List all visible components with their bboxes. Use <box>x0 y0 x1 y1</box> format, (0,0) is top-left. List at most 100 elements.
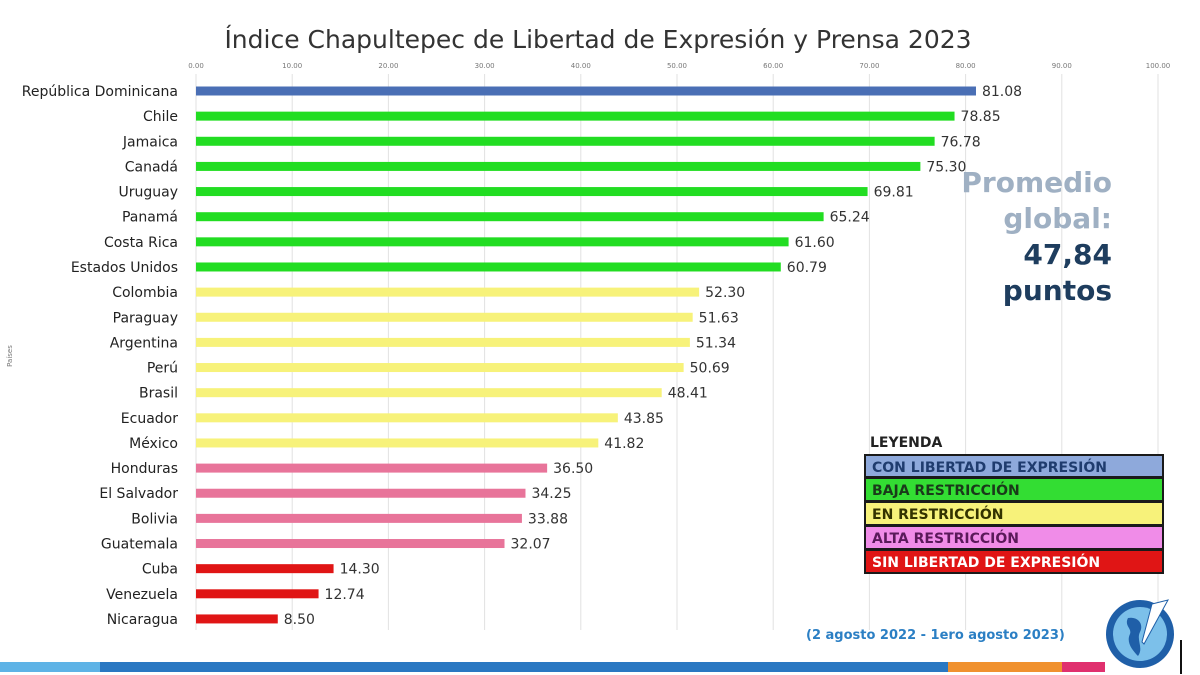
legend-item: EN RESTRICCIÓN <box>864 502 1164 526</box>
bar <box>196 488 526 498</box>
sip-logo <box>1106 599 1174 668</box>
value-label: 8.50 <box>284 612 315 628</box>
bar <box>196 262 781 272</box>
bottom-bar-segment <box>1062 662 1105 672</box>
x-tick-label: 70.00 <box>859 62 879 70</box>
category-label: Honduras <box>111 461 178 477</box>
category-label: Perú <box>147 361 178 377</box>
category-label: Venezuela <box>106 587 178 603</box>
value-label: 48.41 <box>668 386 708 402</box>
chart-title: Índice Chapultepec de Libertad de Expres… <box>224 25 971 54</box>
value-label: 52.30 <box>705 285 745 301</box>
global-average: Promedio global: 47,84 puntos <box>961 165 1112 309</box>
bar <box>196 187 868 197</box>
category-label: México <box>129 436 178 452</box>
value-label: 43.85 <box>624 411 664 427</box>
category-label: Jamaica <box>122 134 178 150</box>
edge-mark <box>1180 640 1182 674</box>
value-label: 51.34 <box>696 335 736 351</box>
category-label: Brasil <box>139 386 178 402</box>
value-label: 33.88 <box>528 511 568 527</box>
average-label-line2: global: <box>1003 202 1112 235</box>
bar <box>196 237 789 247</box>
bar <box>196 564 334 574</box>
value-label: 76.78 <box>941 134 981 150</box>
value-label: 60.79 <box>787 260 827 276</box>
category-label: Estados Unidos <box>71 260 178 276</box>
x-tick-label: 60.00 <box>763 62 783 70</box>
bar <box>196 388 662 398</box>
legend-item: CON LIBERTAD DE EXPRESIÓN <box>864 454 1164 478</box>
bar <box>196 312 693 322</box>
category-label: Panamá <box>122 210 178 226</box>
bar <box>196 438 599 448</box>
category-label: Costa Rica <box>104 235 178 251</box>
category-label: Colombia <box>112 285 178 301</box>
legend: LEYENDA CON LIBERTAD DE EXPRESIÓN BAJA RE… <box>864 432 1164 574</box>
period-note: (2 agosto 2022 - 1ero agosto 2023) <box>806 628 1065 643</box>
value-label: 32.07 <box>511 537 551 553</box>
x-tick-label: 80.00 <box>956 62 976 70</box>
category-label: Canadá <box>125 159 178 175</box>
category-label: República Dominicana <box>22 84 178 100</box>
bottom-bar-segment <box>0 662 100 672</box>
bottom-bar-segment <box>948 662 1062 672</box>
value-label: 12.74 <box>325 587 365 603</box>
category-label: Bolivia <box>131 511 178 527</box>
legend-item: ALTA RESTRICCIÓN <box>864 526 1164 550</box>
value-label: 69.81 <box>874 185 914 201</box>
x-tick-label: 30.00 <box>475 62 495 70</box>
bar <box>196 337 690 347</box>
bar <box>196 589 319 599</box>
value-label: 61.60 <box>795 235 835 251</box>
value-label: 41.82 <box>604 436 644 452</box>
value-label: 36.50 <box>553 461 593 477</box>
value-label: 81.08 <box>982 84 1022 100</box>
value-label: 51.63 <box>699 310 739 326</box>
x-tick-label: 20.00 <box>378 62 398 70</box>
bar <box>196 413 618 423</box>
category-label: Chile <box>143 109 178 125</box>
average-unit: puntos <box>1002 274 1112 307</box>
legend-item: SIN LIBERTAD DE EXPRESIÓN <box>864 550 1164 574</box>
category-label: El Salvador <box>99 486 178 502</box>
bar <box>196 212 824 222</box>
value-label: 78.85 <box>961 109 1001 125</box>
category-label: Argentina <box>110 335 178 351</box>
bar <box>196 363 684 373</box>
bottom-bar-segment <box>100 662 948 672</box>
bar <box>196 513 522 523</box>
average-value: 47,84 <box>1023 238 1112 271</box>
value-label: 65.24 <box>830 210 870 226</box>
value-label: 14.30 <box>340 562 380 578</box>
value-label: 50.69 <box>690 361 730 377</box>
bottom-color-bar <box>0 662 1105 672</box>
category-label: Uruguay <box>119 185 179 201</box>
x-tick-label: 90.00 <box>1052 62 1072 70</box>
x-tick-label: 50.00 <box>667 62 687 70</box>
bar <box>196 111 955 121</box>
x-tick-label: 0.00 <box>188 62 204 70</box>
average-label-line1: Promedio <box>961 166 1112 199</box>
bar <box>196 136 935 146</box>
category-label: Nicaragua <box>107 612 178 628</box>
x-tick-label: 100.00 <box>1146 62 1171 70</box>
bar <box>196 86 976 96</box>
category-label: Ecuador <box>121 411 178 427</box>
legend-title: LEYENDA <box>870 435 943 451</box>
value-label: 34.25 <box>531 486 571 502</box>
category-label: Guatemala <box>101 537 178 553</box>
legend-item: BAJA RESTRICCIÓN <box>864 478 1164 502</box>
x-tick-label: 10.00 <box>282 62 302 70</box>
bar <box>196 539 505 549</box>
x-tick-label: 40.00 <box>571 62 591 70</box>
category-label: Cuba <box>142 562 178 578</box>
bar <box>196 614 278 624</box>
value-label: 75.30 <box>926 159 966 175</box>
bar <box>196 463 548 473</box>
bar <box>196 287 700 297</box>
category-label: Paraguay <box>113 310 178 326</box>
bar <box>196 161 921 171</box>
y-axis-label: Países <box>6 345 14 367</box>
